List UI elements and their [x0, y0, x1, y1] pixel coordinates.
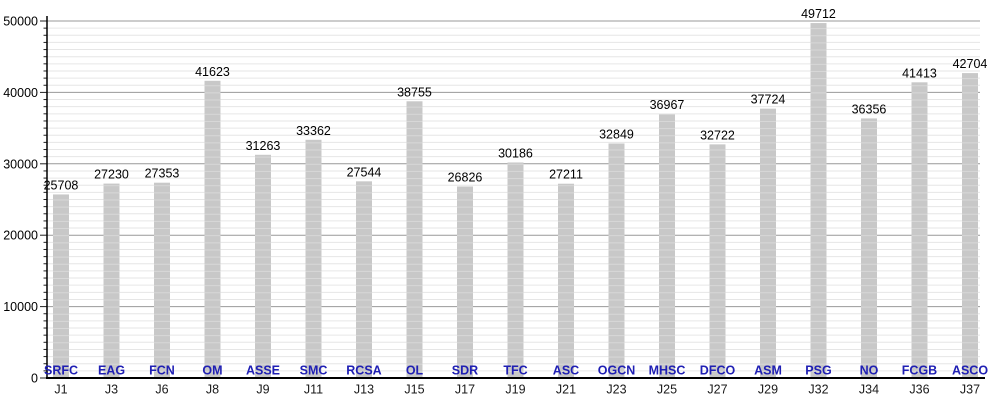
value-label: 41623: [195, 65, 230, 79]
bar: [507, 162, 524, 378]
x-tick-label: J8: [206, 383, 219, 397]
bar: [305, 139, 322, 378]
value-label: 36967: [650, 98, 685, 112]
x-tick-label: J32: [808, 383, 828, 397]
x-tick-label: J11: [304, 383, 323, 397]
team-label: ASC: [553, 364, 579, 378]
team-label: SMC: [300, 364, 328, 378]
x-tick-label: J34: [859, 383, 879, 397]
team-label: TFC: [503, 364, 527, 378]
value-label: 32722: [700, 128, 735, 142]
x-tick-label: J9: [256, 383, 269, 397]
value-label: 27544: [347, 165, 382, 179]
team-label: SRFC: [44, 364, 78, 378]
y-tick-label: 10000: [3, 300, 38, 314]
bar: [709, 144, 726, 378]
x-tick-label: J19: [505, 383, 525, 397]
bar: [659, 114, 675, 379]
value-label: 49712: [801, 7, 836, 21]
team-label: SDR: [452, 364, 478, 378]
value-label: 33362: [296, 124, 331, 138]
x-tick-label: J17: [455, 383, 475, 397]
value-label: 32849: [599, 127, 634, 141]
x-tick-label: J21: [556, 383, 576, 397]
x-tick-label: J36: [909, 383, 929, 397]
bar: [457, 186, 473, 378]
team-label: ASM: [754, 364, 782, 378]
bar: [911, 82, 928, 378]
team-label: OL: [406, 364, 424, 378]
team-label: EAG: [98, 364, 125, 378]
value-label: 31263: [246, 139, 281, 153]
x-tick-label: J15: [404, 383, 424, 397]
value-label: 27353: [145, 167, 180, 181]
value-label: 27211: [549, 168, 583, 182]
team-label: PSG: [805, 364, 831, 378]
team-label: OM: [202, 364, 222, 378]
bar: [204, 80, 221, 379]
x-tick-label: J3: [105, 383, 118, 397]
team-label: NO: [860, 364, 879, 378]
x-tick-label: J37: [960, 383, 980, 397]
value-label: 38755: [397, 85, 432, 99]
team-label: FCGB: [902, 364, 937, 378]
y-tick-label: 20000: [3, 229, 38, 243]
x-tick-label: J6: [155, 383, 168, 397]
team-label: OGCN: [598, 364, 636, 378]
x-tick-label: J13: [354, 383, 374, 397]
value-label: 37724: [751, 93, 786, 107]
bar: [356, 181, 372, 378]
x-tick-label: J23: [606, 383, 626, 397]
x-tick-label: J25: [657, 383, 677, 397]
bar: [810, 23, 827, 378]
team-label: DFCO: [700, 364, 736, 378]
bar: [154, 182, 170, 378]
team-label: MHSC: [649, 364, 686, 378]
x-tick-label: J1: [54, 383, 67, 397]
bar: [608, 143, 625, 378]
bar: [760, 108, 776, 379]
team-label: FCN: [149, 364, 175, 378]
bar: [406, 101, 423, 378]
team-label: ASCO: [952, 364, 988, 378]
value-label: 27230: [94, 168, 129, 182]
value-label: 26826: [448, 170, 483, 184]
bar: [558, 183, 574, 378]
value-label: 36356: [852, 102, 887, 116]
team-label: ASSE: [246, 364, 280, 378]
y-tick-label: 0: [31, 372, 38, 386]
bar: [53, 194, 69, 378]
y-tick-label: 50000: [3, 15, 38, 29]
value-label: 25708: [44, 178, 79, 192]
team-label: RCSA: [346, 364, 381, 378]
y-tick-label: 40000: [3, 86, 38, 100]
bar: [962, 73, 978, 378]
value-label: 30186: [498, 146, 533, 160]
bar: [103, 183, 120, 378]
x-tick-label: J27: [707, 383, 727, 397]
value-label: 42704: [953, 57, 988, 71]
x-tick-label: J29: [758, 383, 778, 397]
value-label: 41413: [902, 66, 937, 80]
y-tick-label: 30000: [3, 157, 38, 171]
bar: [255, 154, 271, 378]
bar: [861, 118, 877, 379]
